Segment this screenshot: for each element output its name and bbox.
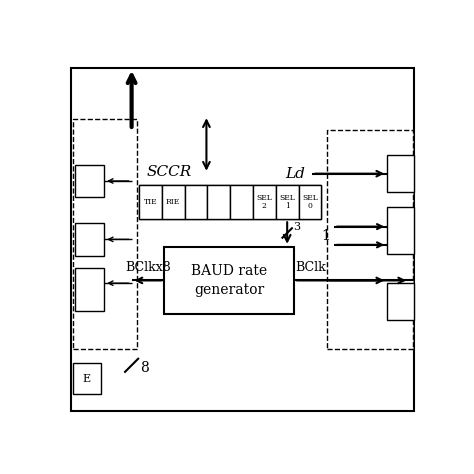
Bar xyxy=(75,268,104,310)
Bar xyxy=(387,283,414,319)
Bar xyxy=(327,130,413,349)
Bar xyxy=(75,164,104,197)
Bar xyxy=(387,207,414,254)
Bar xyxy=(73,364,100,394)
Bar xyxy=(276,185,299,219)
Text: BClk: BClk xyxy=(295,261,326,274)
Text: SEL
2: SEL 2 xyxy=(256,194,272,210)
Text: 8: 8 xyxy=(140,361,148,375)
Bar xyxy=(299,185,321,219)
Text: BAUD rate
generator: BAUD rate generator xyxy=(191,264,267,297)
Bar xyxy=(75,223,104,256)
Text: E: E xyxy=(83,374,91,384)
Text: TIE: TIE xyxy=(144,198,157,206)
Bar xyxy=(139,185,321,219)
Bar xyxy=(253,185,276,219)
Bar xyxy=(387,155,414,192)
Text: SCCR: SCCR xyxy=(146,165,191,179)
Bar xyxy=(164,246,294,314)
Bar xyxy=(162,185,184,219)
Text: RIE: RIE xyxy=(166,198,180,206)
Bar xyxy=(139,185,162,219)
Text: 3: 3 xyxy=(293,222,300,232)
Text: BClkx8: BClkx8 xyxy=(125,261,171,274)
Bar xyxy=(184,185,207,219)
Bar xyxy=(207,185,230,219)
Text: SEL
1: SEL 1 xyxy=(279,194,295,210)
Text: Ld: Ld xyxy=(285,167,305,181)
Bar xyxy=(230,185,253,219)
Text: SEL
0: SEL 0 xyxy=(302,194,318,210)
Text: 1: 1 xyxy=(322,229,330,243)
Bar xyxy=(73,119,137,349)
